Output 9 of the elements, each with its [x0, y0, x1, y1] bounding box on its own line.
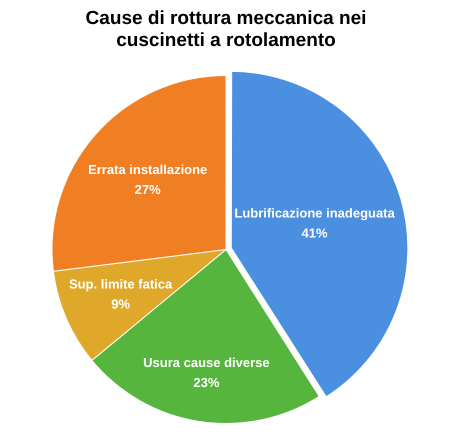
- slice-label: Lubrificazione inadeguata: [234, 205, 396, 220]
- slice-label: Errata installazione: [88, 162, 208, 178]
- data-label: 41%: [302, 225, 328, 240]
- data-label: 9%: [111, 296, 130, 312]
- data-label: 23%: [193, 374, 220, 390]
- data-label: 27%: [134, 182, 162, 198]
- slice-label: Sup. limite fatica: [68, 276, 174, 292]
- chart-title: Cause di rottura meccanica nei cuscinetti a rotolamento: [84, 7, 368, 53]
- slice-label: Usura cause diverse: [143, 354, 270, 370]
